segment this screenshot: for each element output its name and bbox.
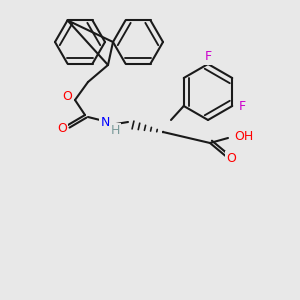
Text: F: F — [204, 50, 211, 64]
Text: O: O — [62, 89, 72, 103]
Text: O: O — [226, 152, 236, 166]
Text: F: F — [239, 100, 246, 112]
Text: OH: OH — [234, 130, 253, 142]
Text: N: N — [100, 116, 110, 130]
Text: H: H — [110, 124, 120, 137]
Text: O: O — [57, 122, 67, 134]
